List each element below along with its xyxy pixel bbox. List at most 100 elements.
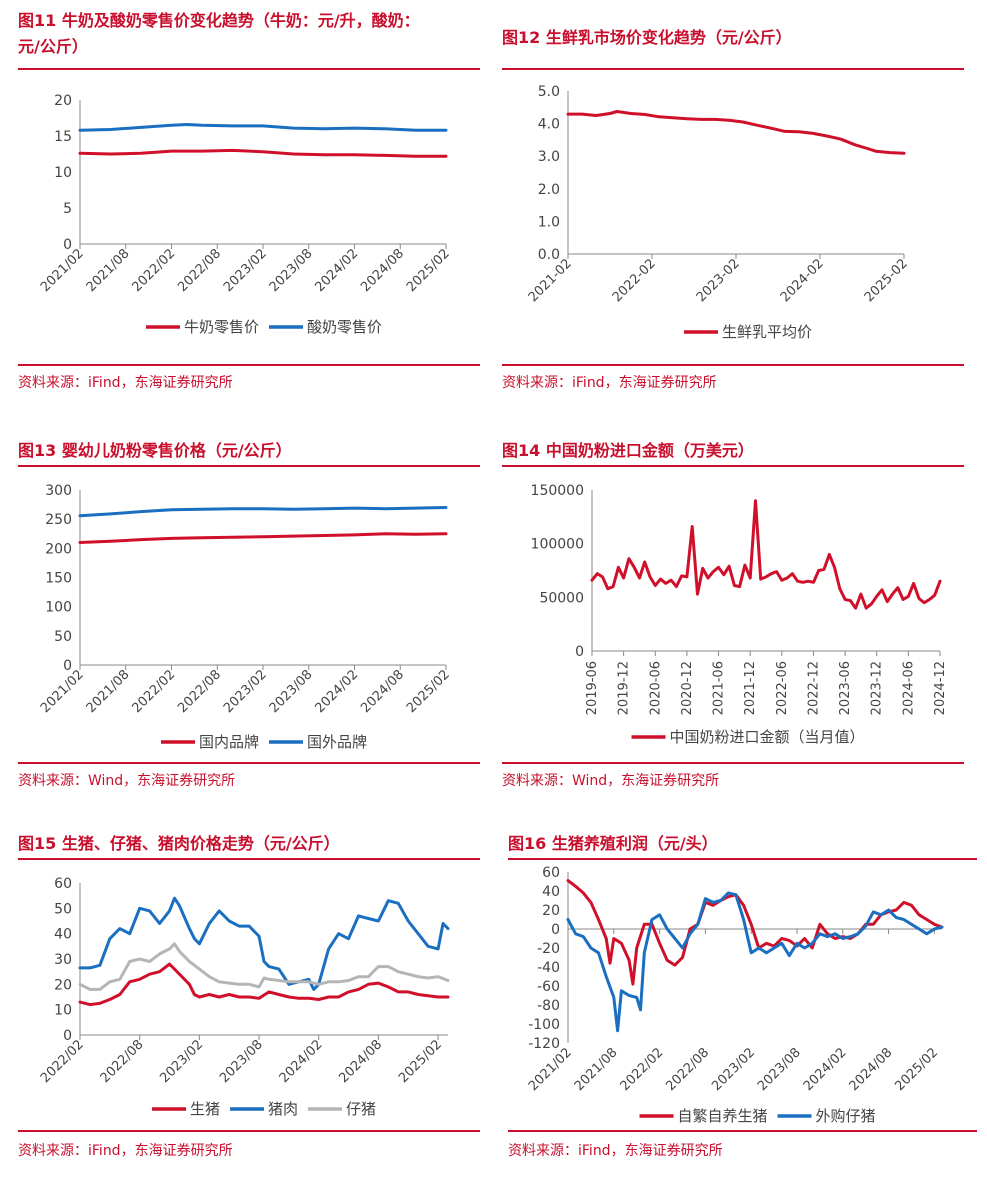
y-tick-label: -20 — [537, 941, 560, 957]
chart-title: 图13 婴幼儿奶粉零售价格（元/公斤） — [18, 441, 292, 460]
series-line — [78, 896, 450, 991]
panel-fig16: 图16 生猪养殖利润（元/头） -120 -100 -80 -60 -40 -20 0 20 4… — [508, 828, 977, 1168]
y-tick-label: 50 — [54, 901, 72, 917]
line-chart-fig14: 0 50000 100000 150000 2019-06 2019-12 2020-06 2… — [531, 483, 948, 746]
x-tick-label: 2022/08 — [175, 667, 224, 716]
y-tick-label: 150 — [45, 571, 72, 587]
x-tick-label: 2023/02 — [709, 1045, 758, 1094]
x-tick-label: 2025-02 — [862, 256, 911, 305]
series-line — [566, 879, 944, 986]
x-tick-label: 2023-12 — [870, 661, 885, 715]
x-tick-label: 2022-02 — [610, 256, 659, 305]
y-tick-label: 60 — [542, 865, 560, 881]
x-tick-label: 2019-06 — [585, 661, 600, 715]
x-tick-label: 2022/08 — [98, 1037, 147, 1086]
series-line — [566, 110, 906, 155]
title-divider — [18, 465, 480, 467]
y-tick-label: 0 — [575, 644, 584, 660]
source-divider — [18, 364, 480, 366]
y-tick-label: 30 — [54, 952, 72, 968]
y-tick-label: 300 — [45, 483, 72, 499]
x-tick-label: 2023/02 — [221, 667, 270, 716]
x-tick-label: 2025/02 — [892, 1045, 941, 1094]
source-note: 资料来源：iFind，东海证券研究所 — [18, 375, 233, 391]
chart-title: 图12 生鲜乳市场价变化趋势（元/公斤） — [502, 28, 792, 47]
y-tick-label: 0 — [551, 922, 560, 938]
source-note: 资料来源：iFind，东海证券研究所 — [18, 1143, 233, 1159]
line-chart-fig13: 0501001502002503002021/022021/082022/022… — [38, 483, 453, 751]
x-tick-label: 2020-12 — [680, 661, 695, 715]
chart-title: 图14 中国奶粉进口金额（万美元） — [502, 441, 754, 460]
line-chart-fig15: 0 10 20 30 40 50 60 2022/02 2022/08 2023/02 2023/0… — [38, 876, 450, 1118]
source-note: 资料来源：Wind，东海证券研究所 — [502, 773, 720, 789]
source-note: 资料来源：iFind，东海证券研究所 — [508, 1143, 723, 1159]
y-tick-label: 0.0 — [538, 247, 560, 263]
y-tick-label: -60 — [537, 979, 560, 995]
panel-fig14: 图14 中国奶粉进口金额（万美元） 0 50000 100000 150000 2019… — [502, 430, 964, 800]
x-tick-label: 2022/08 — [175, 246, 224, 295]
y-tick-label: 1.0 — [538, 214, 560, 230]
title-divider — [18, 858, 480, 860]
x-tick-label: 2021/02 — [38, 246, 87, 295]
x-tick-label: 2024/02 — [801, 1045, 850, 1094]
title-divider — [502, 68, 964, 70]
x-tick-label: 2022/02 — [130, 667, 179, 716]
x-tick-label: 2023/02 — [221, 246, 270, 295]
x-tick-label: 2025/02 — [404, 667, 453, 716]
x-tick-label: 2022/02 — [38, 1037, 87, 1086]
y-tick-label: 15 — [54, 129, 72, 145]
y-tick-label: -40 — [537, 960, 560, 976]
y-tick-label: 0 — [63, 1028, 72, 1044]
title-divider — [508, 858, 977, 860]
y-tick-label: 4.0 — [538, 117, 560, 133]
series-line — [566, 891, 944, 1033]
x-tick-label: 2021-02 — [526, 256, 575, 305]
panel-fig13: 图13 婴幼儿奶粉零售价格（元/公斤） 0 50 100 150 200 250 300 20… — [18, 430, 480, 800]
series-line — [78, 123, 448, 132]
legend-label: 生鲜乳平均价 — [722, 323, 812, 341]
series-line — [78, 148, 448, 158]
title-divider — [502, 465, 964, 467]
panel-fig12: 图12 生鲜乳市场价变化趋势（元/公斤） 0.0 1.0 2.0 3.0 4.0 5.0 2… — [502, 0, 964, 400]
x-tick-label: 2020-06 — [648, 661, 663, 715]
x-tick-label: 2023/08 — [267, 667, 316, 716]
panel-fig11: 图11 牛奶及酸奶零售价变化趋势（牛奶：元/升，酸奶： 元/公斤） 0 5 10 15… — [18, 0, 480, 400]
line-chart-fig12: 0.0 1.0 2.0 3.0 4.0 5.0 2021-02 2022-02 2023-02 2… — [526, 84, 911, 341]
y-tick-label: 5 — [63, 201, 72, 217]
x-tick-label: 2023/08 — [267, 246, 316, 295]
x-tick-label: 2022-06 — [775, 661, 790, 715]
legend-label: 猪肉 — [268, 1100, 298, 1118]
x-tick-label: 2024-02 — [778, 256, 827, 305]
series-line — [78, 532, 448, 544]
y-tick-label: 20 — [54, 977, 72, 993]
x-tick-label: 2022/02 — [618, 1045, 667, 1094]
source-divider — [502, 364, 964, 366]
legend-label: 自繁自养生猪 — [678, 1107, 768, 1125]
y-tick-label: 60 — [54, 876, 72, 892]
y-tick-label: 10 — [54, 165, 72, 181]
legend-label: 牛奶零售价 — [184, 318, 259, 336]
y-tick-label: 3.0 — [538, 149, 560, 165]
y-tick-label: 100000 — [531, 537, 584, 553]
chart-title-line1: 图11 牛奶及酸奶零售价变化趋势（牛奶：元/升，酸奶： — [18, 11, 420, 30]
source-note: 资料来源：Wind，东海证券研究所 — [18, 773, 236, 789]
x-tick-label: 2024/08 — [847, 1045, 896, 1094]
legend-label: 国内品牌 — [199, 733, 259, 751]
x-tick-label: 2024/02 — [313, 667, 362, 716]
x-tick-label: 2021/08 — [84, 667, 133, 716]
x-tick-label: 2023/08 — [217, 1037, 266, 1086]
panel-fig15: 图15 生猪、仔猪、猪肉价格走势（元/公斤） 0 10 20 30 40 50 60 2022… — [18, 828, 480, 1168]
legend-label: 中国奶粉进口金额（当月值） — [670, 728, 865, 746]
chart-title-line2: 元/公斤） — [18, 37, 88, 56]
series-line — [78, 962, 450, 1007]
chart-title: 图11 牛奶及酸奶零售价变化趋势（牛奶：元/升，酸奶： 元/公斤） — [18, 8, 480, 60]
legend-label: 仔猪 — [346, 1100, 376, 1118]
legend-label: 酸奶零售价 — [307, 318, 382, 336]
x-tick-label: 2024-06 — [901, 661, 916, 715]
y-tick-label: 0 — [63, 237, 72, 253]
series-line — [78, 942, 450, 991]
series-line — [590, 499, 942, 610]
y-tick-label: 20 — [542, 903, 560, 919]
series-line — [78, 506, 448, 518]
x-tick-label: 2025/02 — [404, 246, 453, 295]
